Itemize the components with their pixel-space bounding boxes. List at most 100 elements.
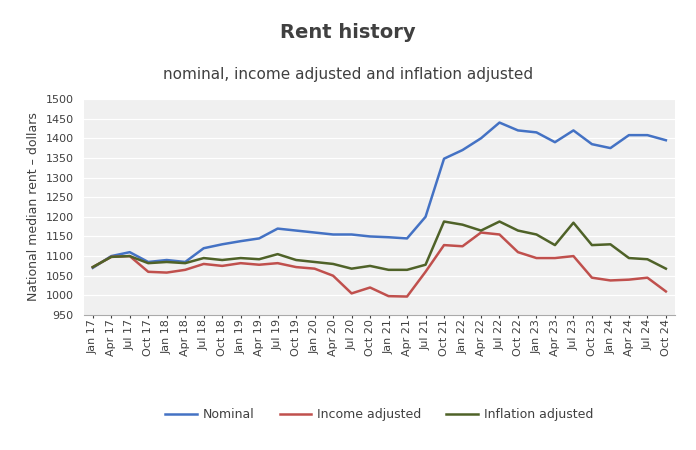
Inflation adjusted: [274, 252, 282, 257]
Nominal: [329, 232, 338, 237]
Income adjusted: [569, 253, 578, 259]
Nominal: [606, 145, 615, 151]
Income adjusted: [477, 230, 485, 235]
Income adjusted: [163, 270, 171, 275]
Inflation adjusted: [606, 242, 615, 247]
Income adjusted: [88, 265, 97, 270]
Line: Nominal: Nominal: [93, 122, 666, 268]
Inflation adjusted: [144, 261, 152, 266]
Nominal: [200, 246, 208, 251]
Nominal: [181, 259, 189, 265]
Income adjusted: [459, 243, 467, 249]
Income adjusted: [366, 285, 374, 290]
Income adjusted: [496, 232, 504, 237]
Text: Rent history: Rent history: [280, 22, 416, 41]
Inflation adjusted: [200, 255, 208, 261]
Nominal: [237, 238, 245, 244]
Inflation adjusted: [218, 257, 226, 263]
Nominal: [310, 230, 319, 235]
Income adjusted: [144, 269, 152, 274]
Inflation adjusted: [514, 228, 522, 233]
Inflation adjusted: [88, 265, 97, 270]
Nominal: [274, 226, 282, 231]
Nominal: [384, 234, 393, 240]
Income adjusted: [237, 261, 245, 266]
Income adjusted: [107, 254, 116, 260]
Nominal: [569, 128, 578, 133]
Income adjusted: [181, 267, 189, 273]
Nominal: [514, 128, 522, 133]
Income adjusted: [551, 255, 559, 261]
Inflation adjusted: [163, 259, 171, 265]
Inflation adjusted: [237, 255, 245, 261]
Inflation adjusted: [125, 253, 134, 259]
Income adjusted: [125, 253, 134, 259]
Inflation adjusted: [421, 262, 429, 267]
Y-axis label: National median rent – dollars: National median rent – dollars: [27, 112, 40, 302]
Line: Income adjusted: Income adjusted: [93, 233, 666, 297]
Line: Inflation adjusted: Inflation adjusted: [93, 221, 666, 270]
Nominal: [625, 132, 633, 138]
Inflation adjusted: [440, 219, 448, 224]
Nominal: [551, 140, 559, 145]
Inflation adjusted: [569, 220, 578, 225]
Income adjusted: [606, 278, 615, 283]
Income adjusted: [643, 275, 651, 280]
Income adjusted: [329, 273, 338, 279]
Nominal: [88, 265, 97, 270]
Income adjusted: [384, 293, 393, 299]
Nominal: [163, 257, 171, 263]
Inflation adjusted: [477, 228, 485, 233]
Inflation adjusted: [587, 243, 596, 248]
Inflation adjusted: [384, 267, 393, 273]
Nominal: [144, 259, 152, 265]
Income adjusted: [347, 291, 356, 296]
Income adjusted: [662, 289, 670, 294]
Income adjusted: [421, 269, 429, 274]
Nominal: [347, 232, 356, 237]
Inflation adjusted: [292, 257, 300, 263]
Income adjusted: [532, 255, 541, 261]
Inflation adjusted: [403, 267, 411, 273]
Inflation adjusted: [625, 255, 633, 261]
Nominal: [440, 156, 448, 162]
Inflation adjusted: [181, 261, 189, 266]
Income adjusted: [625, 277, 633, 282]
Nominal: [421, 214, 429, 220]
Inflation adjusted: [532, 232, 541, 237]
Inflation adjusted: [255, 256, 263, 262]
Nominal: [496, 120, 504, 125]
Nominal: [459, 147, 467, 153]
Nominal: [477, 135, 485, 141]
Income adjusted: [255, 262, 263, 267]
Nominal: [662, 138, 670, 143]
Inflation adjusted: [551, 243, 559, 248]
Inflation adjusted: [643, 256, 651, 262]
Nominal: [643, 132, 651, 138]
Inflation adjusted: [662, 266, 670, 271]
Nominal: [366, 234, 374, 239]
Nominal: [218, 242, 226, 247]
Nominal: [403, 236, 411, 241]
Nominal: [107, 253, 116, 259]
Income adjusted: [292, 265, 300, 270]
Inflation adjusted: [366, 263, 374, 269]
Inflation adjusted: [310, 259, 319, 265]
Income adjusted: [218, 263, 226, 269]
Inflation adjusted: [459, 222, 467, 227]
Inflation adjusted: [107, 254, 116, 260]
Income adjusted: [310, 266, 319, 271]
Nominal: [532, 130, 541, 135]
Income adjusted: [403, 294, 411, 299]
Text: nominal, income adjusted and inflation adjusted: nominal, income adjusted and inflation a…: [163, 68, 533, 82]
Income adjusted: [200, 261, 208, 267]
Nominal: [125, 249, 134, 255]
Income adjusted: [440, 243, 448, 248]
Income adjusted: [274, 261, 282, 266]
Inflation adjusted: [496, 219, 504, 224]
Inflation adjusted: [329, 261, 338, 267]
Inflation adjusted: [347, 266, 356, 271]
Nominal: [292, 228, 300, 233]
Income adjusted: [514, 249, 522, 255]
Income adjusted: [587, 275, 596, 280]
